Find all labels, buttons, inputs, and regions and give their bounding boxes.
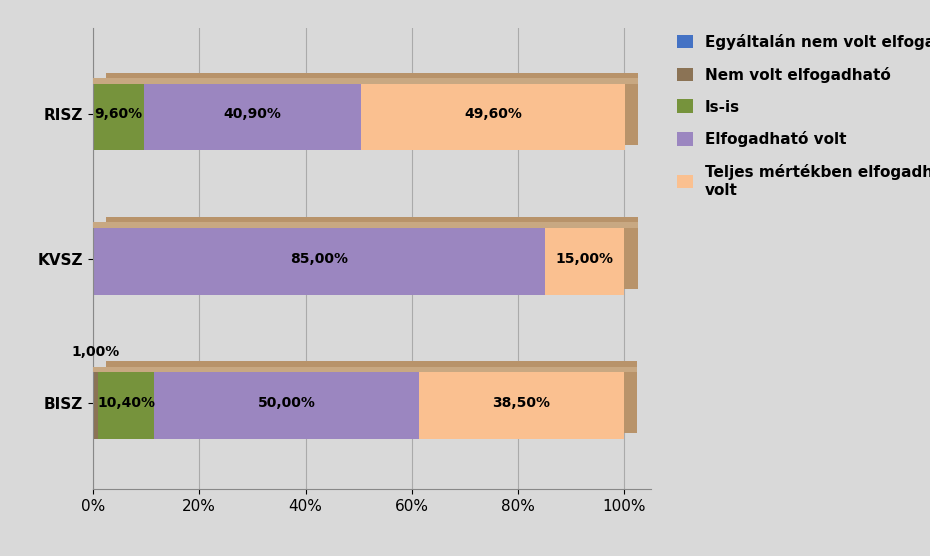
Bar (106, 361, 637, 433)
Bar (106, 217, 638, 289)
Bar (93, 78, 638, 84)
Text: 1,00%: 1,00% (72, 345, 120, 360)
Bar (99, 367, 153, 439)
Text: 15,00%: 15,00% (555, 251, 614, 266)
Bar (144, 78, 362, 150)
Bar (106, 72, 638, 145)
Bar (93, 222, 638, 229)
Legend: Egyáltalán nem volt elfogadható, Nem volt elfogadható, Is-is, Elfogadható volt, : Egyáltalán nem volt elfogadható, Nem vol… (670, 26, 930, 205)
Text: 50,00%: 50,00% (258, 396, 315, 410)
Bar (93, 222, 545, 295)
Bar (93, 367, 637, 373)
Bar (419, 367, 624, 439)
Bar (93, 367, 99, 439)
Text: 9,60%: 9,60% (95, 107, 142, 121)
Bar (153, 367, 419, 439)
Bar (545, 222, 624, 295)
Text: 38,50%: 38,50% (493, 396, 551, 410)
Text: 10,40%: 10,40% (97, 396, 155, 410)
Text: 40,90%: 40,90% (224, 107, 282, 121)
Bar (362, 78, 625, 150)
Text: 49,60%: 49,60% (464, 107, 522, 121)
Text: 85,00%: 85,00% (290, 251, 348, 266)
Bar (93, 78, 144, 150)
